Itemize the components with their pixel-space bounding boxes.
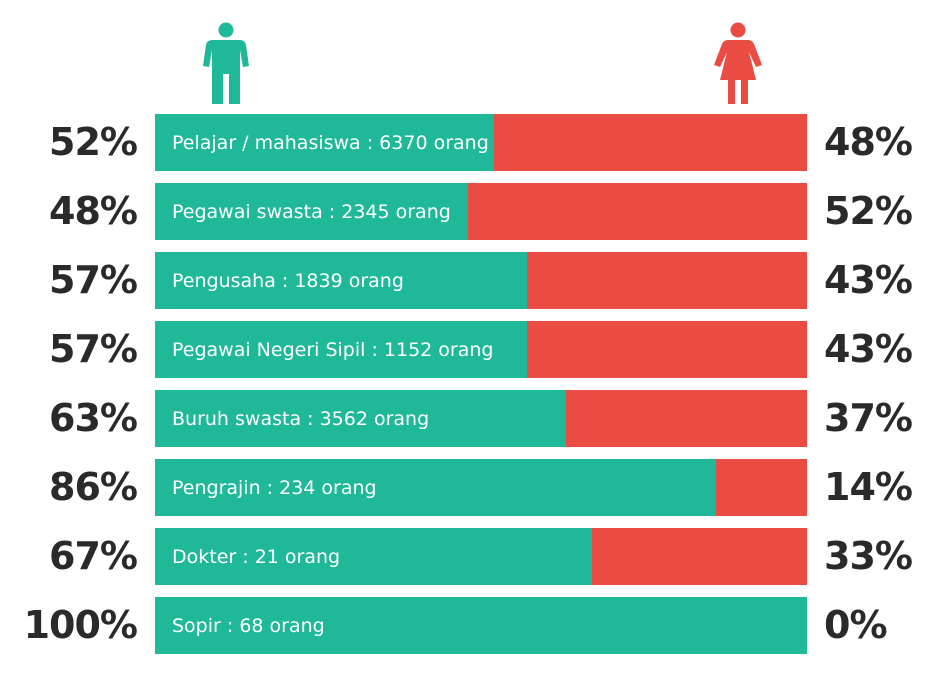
- female-bar-segment: Pegawai swasta : 2345 orang: [155, 183, 807, 240]
- category-label: Sopir : 68 orang: [172, 615, 325, 637]
- male-percent-label: 63%: [49, 396, 138, 440]
- male-bar-segment: [155, 459, 716, 516]
- male-percent-label: 67%: [49, 534, 138, 578]
- female-percent-label: 14%: [824, 465, 913, 509]
- male-bar-segment: [155, 321, 527, 378]
- female-bar-segment: Dokter : 21 orang: [155, 528, 807, 585]
- male-percent-label: 48%: [49, 189, 138, 233]
- bar-row: 63% Buruh swasta : 3562 orang 37%: [0, 390, 940, 447]
- bar-row: 100% Sopir : 68 orang 0%: [0, 597, 940, 654]
- female-percent-label: 37%: [824, 396, 913, 440]
- male-percent-label: 52%: [49, 120, 138, 164]
- male-bar-segment: [155, 252, 527, 309]
- category-label: Pegawai Negeri Sipil : 1152 orang: [172, 339, 494, 361]
- female-bar-segment: Sopir : 68 orang: [155, 597, 807, 654]
- male-bar-segment: [155, 597, 807, 654]
- male-percent-label: 57%: [49, 327, 138, 371]
- female-bar-segment: Pengusaha : 1839 orang: [155, 252, 807, 309]
- category-label: Pelajar / mahasiswa : 6370 orang: [172, 132, 489, 154]
- category-label: Buruh swasta : 3562 orang: [172, 408, 430, 430]
- female-percent-label: 48%: [824, 120, 913, 164]
- male-bar-segment: [155, 114, 495, 171]
- category-label: Pegawai swasta : 2345 orang: [172, 201, 451, 223]
- male-percent-label: 57%: [49, 258, 138, 302]
- male-percent-label: 100%: [23, 603, 138, 647]
- bar-row: 52% Pelajar / mahasiswa : 6370 orang 48%: [0, 114, 940, 171]
- female-percent-label: 0%: [824, 603, 888, 647]
- female-percent-label: 43%: [824, 327, 913, 371]
- female-bar-segment: Buruh swasta : 3562 orang: [155, 390, 807, 447]
- male-percent-label: 86%: [49, 465, 138, 509]
- male-bar-segment: [155, 183, 468, 240]
- bar-row: 67% Dokter : 21 orang 33%: [0, 528, 940, 585]
- female-bar-segment: Pengrajin : 234 orang: [155, 459, 807, 516]
- female-percent-label: 33%: [824, 534, 913, 578]
- female-percent-label: 43%: [824, 258, 913, 302]
- female-bar-segment: Pegawai Negeri Sipil : 1152 orang: [155, 321, 807, 378]
- bar-row: 86% Pengrajin : 234 orang 14%: [0, 459, 940, 516]
- bar-row: 57% Pengusaha : 1839 orang 43%: [0, 252, 940, 309]
- bar-row: 48% Pegawai swasta : 2345 orang 52%: [0, 183, 940, 240]
- female-person-icon: [714, 22, 762, 104]
- category-label: Pengrajin : 234 orang: [172, 477, 377, 499]
- female-bar-segment: Pelajar / mahasiswa : 6370 orang: [155, 114, 807, 171]
- male-person-icon: [203, 22, 249, 104]
- category-label: Pengusaha : 1839 orang: [172, 270, 404, 292]
- bar-row: 57% Pegawai Negeri Sipil : 1152 orang 43%: [0, 321, 940, 378]
- male-bar-segment: [155, 528, 592, 585]
- male-bar-segment: [155, 390, 566, 447]
- female-percent-label: 52%: [824, 189, 913, 233]
- category-label: Dokter : 21 orang: [172, 546, 341, 568]
